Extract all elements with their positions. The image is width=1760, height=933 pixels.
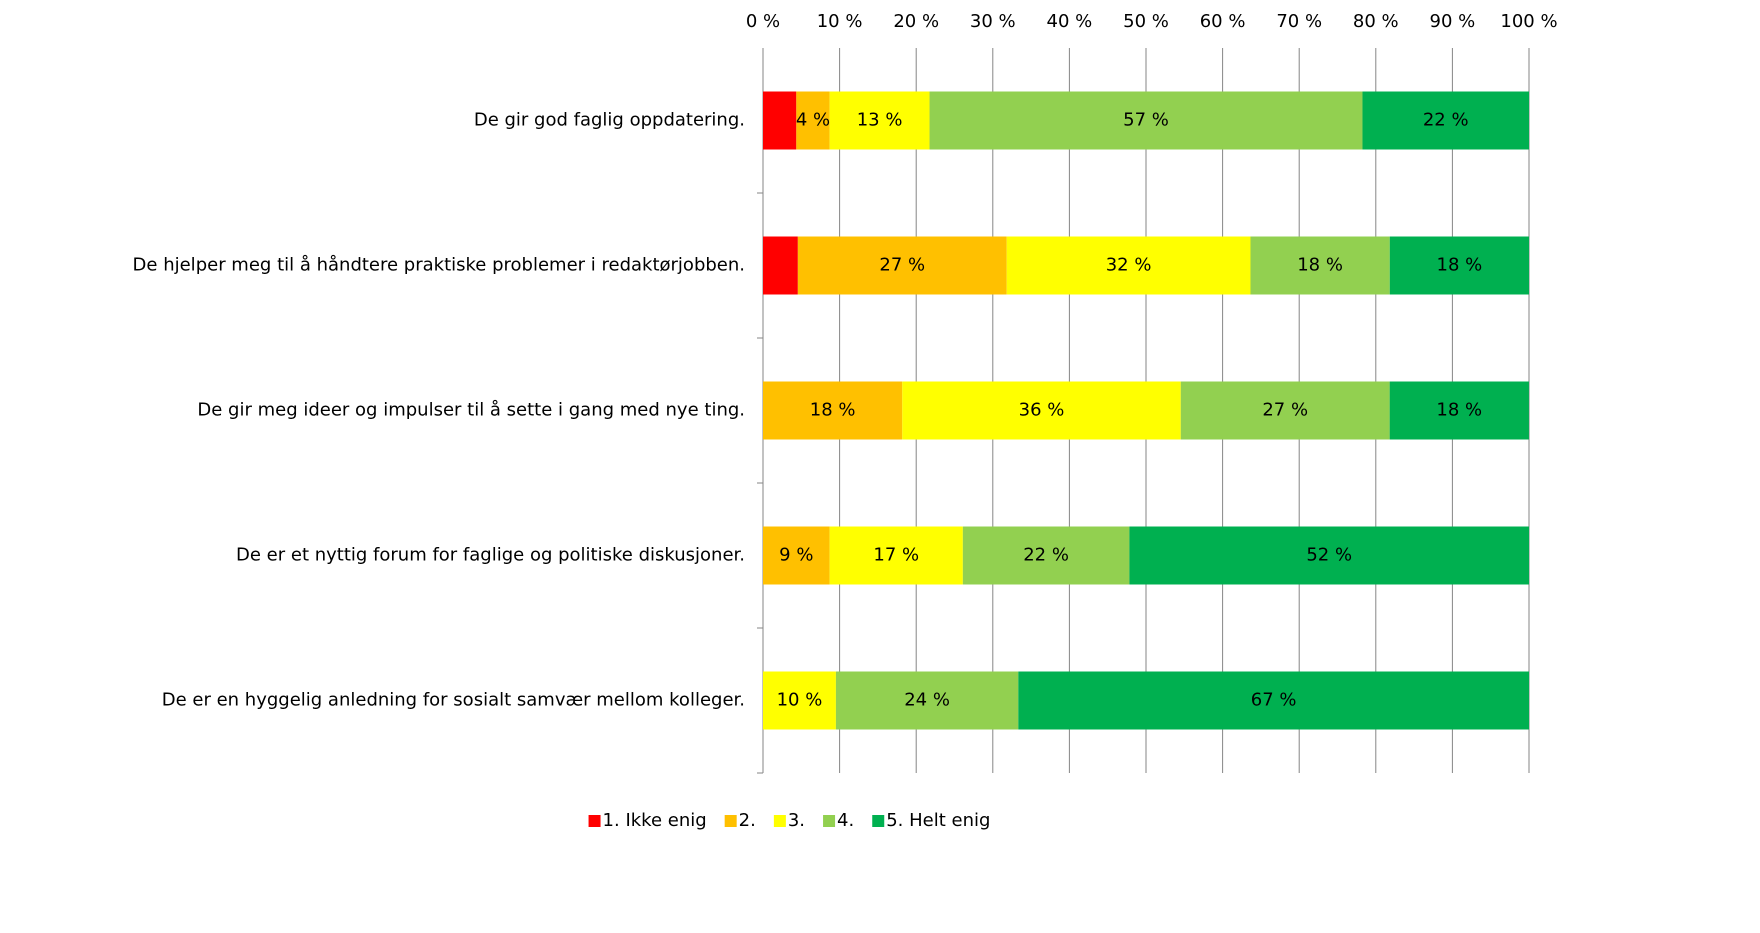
bar-segment — [763, 236, 798, 295]
data-label: 13 % — [857, 110, 903, 131]
data-label: 22 % — [1023, 545, 1069, 566]
bar-segment — [797, 236, 1007, 295]
bar-segment — [835, 671, 1019, 730]
bar-segment — [1180, 381, 1390, 440]
data-label: 17 % — [873, 545, 919, 566]
bar-segment — [1389, 381, 1529, 440]
data-label: 52 % — [1306, 545, 1352, 566]
legend-swatch — [724, 815, 737, 827]
data-label: 22 % — [1423, 110, 1469, 131]
x-tick-label: 70 % — [1276, 11, 1322, 32]
y-tick-label: De er en hyggelig anledning for sosialt … — [162, 690, 745, 711]
legend-swatch — [588, 815, 601, 827]
bar-segment — [929, 91, 1363, 150]
data-label: 27 % — [1262, 400, 1308, 421]
x-tick-label: 30 % — [970, 11, 1016, 32]
data-label: 9 % — [779, 545, 813, 566]
bar-segment — [1018, 671, 1529, 730]
bar-segment — [763, 526, 830, 585]
legend-label: 2. — [739, 810, 756, 831]
data-label: 10 % — [777, 690, 823, 711]
x-tick-label: 90 % — [1430, 11, 1476, 32]
bar-segment — [962, 526, 1130, 585]
bar-segment — [829, 526, 963, 585]
data-label: 18 % — [1437, 255, 1483, 276]
x-tick-label: 0 % — [746, 11, 780, 32]
bar-segment — [1389, 236, 1529, 295]
legend-swatch — [823, 815, 836, 827]
bar-segment — [796, 91, 830, 150]
bar-segment — [763, 671, 836, 730]
data-label: 67 % — [1251, 690, 1297, 711]
y-tick-label: De gir god faglig oppdatering. — [474, 110, 745, 131]
x-tick-label: 10 % — [817, 11, 863, 32]
data-label: 24 % — [904, 690, 950, 711]
data-label: 57 % — [1123, 110, 1169, 131]
data-label: 36 % — [1019, 400, 1065, 421]
data-label: 18 % — [1436, 400, 1482, 421]
data-label: 4 % — [796, 110, 830, 131]
legend-label: 5. Helt enig — [886, 810, 990, 831]
bar-segment — [1129, 526, 1529, 585]
data-label: 32 % — [1106, 255, 1152, 276]
legend-label: 1. Ikke enig — [603, 810, 707, 831]
y-tick-label: De er et nyttig forum for faglige og pol… — [236, 545, 745, 566]
bar-segment — [1250, 236, 1390, 295]
data-label: 27 % — [879, 255, 925, 276]
data-label: 18 % — [810, 400, 856, 421]
x-tick-label: 60 % — [1200, 11, 1246, 32]
bar-segment — [763, 381, 903, 440]
legend-swatch — [872, 815, 885, 827]
data-label: 18 % — [1297, 255, 1343, 276]
x-tick-label: 80 % — [1353, 11, 1399, 32]
x-tick-label: 100 % — [1500, 11, 1557, 32]
bar-segment — [1006, 236, 1251, 295]
legend-swatch — [773, 815, 786, 827]
y-tick-label: De gir meg ideer og impulser til å sette… — [197, 400, 745, 421]
x-tick-label: 40 % — [1047, 11, 1093, 32]
bar-segment — [829, 91, 930, 150]
legend-label: 4. — [837, 810, 854, 831]
bar-segment — [1362, 91, 1529, 150]
legend-label: 3. — [788, 810, 805, 831]
bar-segment — [763, 91, 797, 150]
x-tick-label: 50 % — [1123, 11, 1169, 32]
bar-segment — [902, 381, 1181, 440]
x-tick-label: 20 % — [893, 11, 939, 32]
y-tick-label: De hjelper meg til å håndtere praktiske … — [133, 255, 745, 276]
